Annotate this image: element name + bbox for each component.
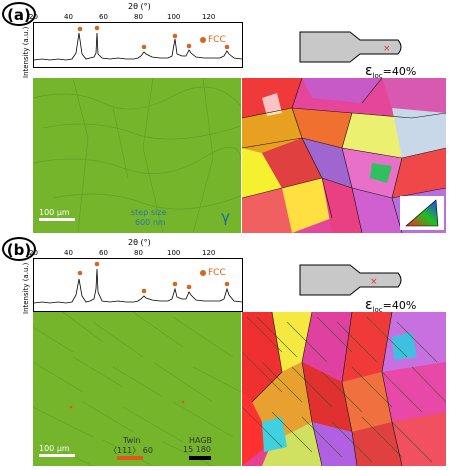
svg-text:×: ×	[370, 277, 378, 287]
tick-80-a: 80	[134, 13, 143, 21]
specimen-sketch-a: ×	[299, 31, 402, 63]
ebsd-map-b	[242, 312, 446, 466]
step-size-value-a: 600 nm	[135, 218, 166, 227]
xrd-ylabel-a: Intensity (a.u.)	[22, 26, 30, 78]
strain-sub-a: loc	[372, 72, 383, 81]
twin-legend-bar	[117, 456, 143, 460]
gamma-label: γ	[221, 208, 230, 226]
strain-sub-b: loc	[372, 306, 383, 315]
tick-80-b: 80	[134, 249, 143, 257]
tick-20-a: 20	[29, 13, 38, 21]
scalebar-a	[39, 218, 75, 221]
xrd-axis-title-a: 2θ (°)	[128, 2, 151, 11]
twin-legend-range: 〈111〉 60	[109, 446, 153, 455]
phase-map-a: 100 μm step size 600 nm γ	[33, 78, 241, 233]
scalebar-label-a: 100 μm	[39, 208, 70, 217]
tick-60-a: 60	[99, 13, 108, 21]
step-size-label-a: step size	[131, 208, 167, 217]
svg-text:×: ×	[383, 44, 391, 54]
xrd-axis-title-b: 2θ (°)	[128, 238, 151, 247]
tick-120-b: 120	[202, 249, 216, 257]
strain-value-a: =40%	[382, 65, 417, 78]
fcc-legend-b: FCC	[200, 268, 226, 278]
specimen-sketch-b: ×	[299, 264, 402, 296]
fcc-legend-label-a: FCC	[208, 35, 226, 45]
twin-legend-title: Twin	[123, 436, 141, 445]
xrd-ylabel-b: Intensity (a.u.)	[22, 262, 30, 314]
hagb-legend-bar	[189, 456, 211, 460]
hagb-legend-range: 15 180	[183, 445, 211, 454]
fcc-legend-a: FCC	[200, 35, 226, 45]
strain-label-a: εloc=40%	[365, 63, 416, 80]
tick-120-a: 120	[202, 13, 216, 21]
xrd-pattern-a	[33, 22, 243, 68]
tick-20-b: 20	[29, 249, 38, 257]
ebsd-map-a	[242, 78, 446, 233]
tick-100-a: 100	[167, 13, 181, 21]
fcc-dot-icon	[200, 269, 206, 276]
strain-value-b: =40%	[382, 299, 417, 312]
scalebar-b	[39, 454, 75, 457]
hagb-legend-title: HAGB	[189, 436, 213, 445]
tick-40-a: 40	[64, 13, 73, 21]
panel-label-a: (a)	[2, 2, 36, 26]
phase-map-b: 100 μm Twin 〈111〉 60 HAGB 15 180	[33, 312, 241, 466]
xrd-pattern-b	[33, 258, 243, 312]
ipf-triangle-legend	[400, 196, 444, 230]
strain-symbol-b: ε	[365, 297, 373, 313]
fcc-dot-icon	[200, 36, 206, 43]
tick-100-b: 100	[167, 249, 181, 257]
scalebar-label-b: 100 μm	[39, 444, 70, 453]
strain-label-b: εloc=40%	[365, 297, 416, 314]
fcc-legend-label-b: FCC	[208, 268, 226, 278]
tick-60-b: 60	[99, 249, 108, 257]
panel-label-b: (b)	[2, 237, 36, 261]
strain-symbol-a: ε	[365, 63, 373, 79]
tick-40-b: 40	[64, 249, 73, 257]
